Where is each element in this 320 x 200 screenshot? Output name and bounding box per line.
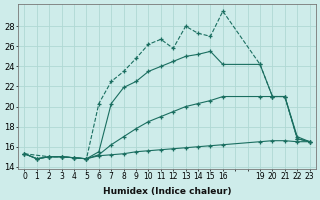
X-axis label: Humidex (Indice chaleur): Humidex (Indice chaleur) [103, 187, 231, 196]
